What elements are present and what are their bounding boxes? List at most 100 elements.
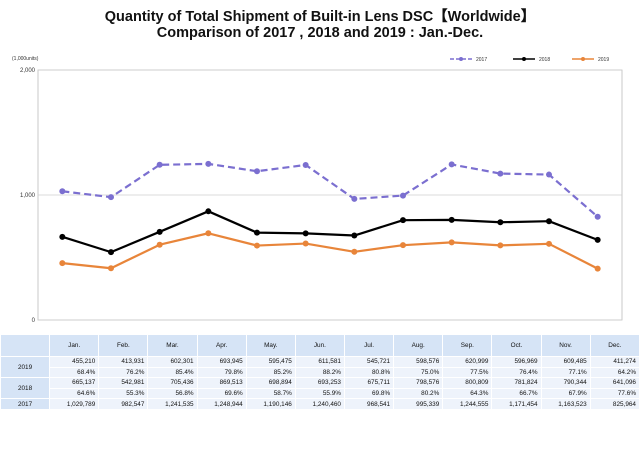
legend-marker-2019 (581, 57, 585, 61)
table-corner-cell (0, 334, 51, 357)
ratio-cell: 80.2% (393, 387, 444, 400)
shipment-table: Jan. Feb. Mar. Apr. May. Jun. Jul. Aug. Sep. Oct.… (0, 334, 640, 410)
table-row-values: 2017 1,029,789 982,547 1,241,535 1,248,944 1,… (0, 398, 640, 410)
data-point-2018 (546, 218, 552, 225)
month-header: Dec. (589, 334, 640, 357)
ratio-cell: 77.6% (589, 387, 640, 400)
ratio-cell: 55.9% (294, 387, 345, 400)
table-row-ratios: 68.4% 76.2% 85.4% 79.8% 85.2% 88.2% 80.8% 75.0%… (1, 366, 640, 379)
data-point-2019 (546, 240, 552, 247)
shipment-value-cell: 800,809 (442, 377, 493, 389)
data-point-2019 (254, 242, 260, 249)
year-cell: 2018 (0, 377, 51, 400)
shipment-value-cell: 611,581 (294, 356, 345, 368)
legend-label-2018: 2018 (539, 57, 550, 63)
ratio-cell: 64.2% (589, 366, 640, 379)
data-point-2019 (594, 265, 601, 272)
data-point-2017 (302, 161, 309, 168)
data-point-2018 (205, 208, 212, 215)
data-point-2017 (594, 213, 601, 220)
month-header: Apr. (196, 334, 247, 357)
year-cell: 2017 (0, 398, 51, 410)
data-point-2017 (400, 192, 406, 199)
shipment-value-cell: 411,274 (589, 356, 640, 368)
y-tick-label: 1,000 (20, 193, 36, 199)
data-point-2017 (546, 171, 552, 178)
ratio-cell: 58.7% (245, 387, 296, 400)
ratio-cell: 88.2% (294, 366, 345, 379)
shipment-value-cell: 455,210 (49, 356, 100, 368)
data-point-2017 (448, 161, 455, 168)
ratio-cell: 75.0% (393, 366, 444, 379)
data-point-2019 (497, 242, 504, 249)
shipment-value-cell: 598,576 (393, 356, 444, 368)
data-point-2018 (59, 233, 66, 240)
ratio-cell: 80.8% (343, 366, 395, 379)
data-point-2017 (497, 170, 504, 177)
line-chart: 0 1,000 2,000 (1,000units) 2017 2018 2019 (12, 56, 623, 324)
ratio-cell: 68.4% (49, 366, 100, 379)
shipment-value-cell: 545,721 (343, 356, 395, 368)
data-point-2018 (302, 230, 309, 237)
shipment-value-cell: 595,475 (245, 356, 296, 368)
ratio-cell: 69.6% (196, 387, 247, 400)
shipment-value-cell: 693,945 (196, 356, 247, 368)
data-point-2018 (156, 228, 163, 235)
shipment-value-cell: 1,171,454 (491, 398, 542, 410)
year-cell: 2019 (0, 355, 51, 379)
shipment-value-cell: 596,969 (491, 356, 542, 368)
series-line-2019 (62, 232, 599, 270)
month-header: Jun. (294, 334, 345, 357)
shipment-value-cell: 968,541 (343, 398, 395, 410)
ratio-cell: 69.8% (343, 387, 395, 400)
ratio-cell: 64.3% (442, 387, 493, 400)
shipment-value-cell: 1,029,789 (49, 398, 100, 410)
month-header: Jan. (49, 334, 100, 357)
ratio-cell: 67.9% (540, 387, 591, 400)
shipment-value-cell: 413,931 (98, 356, 149, 368)
shipment-value-cell: 1,248,944 (196, 398, 247, 410)
data-point-2019 (59, 260, 66, 267)
shipment-value-cell: 693,253 (294, 377, 345, 389)
data-point-2018 (254, 229, 260, 236)
month-header: Mar. (147, 334, 198, 357)
y-tick-label: 0 (32, 318, 36, 324)
data-point-2018 (497, 219, 504, 226)
series-line-2018 (62, 210, 599, 254)
data-point-2017 (59, 188, 66, 195)
data-point-2017 (205, 160, 212, 167)
shipment-value-cell: 542,981 (98, 377, 149, 389)
month-header: Nov. (540, 334, 591, 357)
data-point-2019 (156, 241, 163, 248)
ratio-cell: 79.8% (196, 366, 247, 379)
month-header: Feb. (98, 334, 149, 357)
data-point-2018 (448, 216, 455, 223)
month-header: Sep. (442, 334, 493, 357)
table-row-values: 2019 455,210 413,931 602,301 693,945 595,475 6… (0, 355, 640, 379)
ratio-cell: 85.2% (245, 366, 296, 379)
shipment-value-cell: 675,711 (343, 377, 395, 389)
shipment-value-cell: 1,190,146 (245, 398, 296, 410)
data-point-2018 (400, 217, 406, 224)
shipment-value-cell: 825,964 (589, 398, 640, 410)
shipment-value-cell: 781,824 (491, 377, 542, 389)
data-point-2017 (108, 194, 114, 201)
ratio-cell: 56.8% (147, 387, 198, 400)
shipment-value-cell: 1,240,460 (294, 398, 345, 410)
data-point-2019 (400, 242, 406, 249)
data-point-2018 (594, 236, 601, 243)
data-point-2018 (108, 249, 114, 256)
data-point-2018 (351, 232, 358, 239)
shipment-value-cell: 641,096 (589, 377, 640, 389)
ratio-cell: 66.7% (491, 387, 542, 400)
shipment-value-cell: 790,344 (540, 377, 591, 389)
ratio-cell: 55.3% (98, 387, 149, 400)
shipment-value-cell: 1,241,535 (147, 398, 198, 410)
data-point-2019 (448, 239, 455, 246)
shipment-value-cell: 1,163,523 (540, 398, 591, 410)
month-header: Aug. (393, 334, 444, 357)
table-row-values: 2018 665,137 542,981 705,436 869,513 698,894 6… (0, 377, 640, 400)
legend-marker-2018 (522, 57, 526, 61)
legend-marker-2017 (459, 57, 463, 61)
month-header: Oct. (491, 334, 542, 357)
